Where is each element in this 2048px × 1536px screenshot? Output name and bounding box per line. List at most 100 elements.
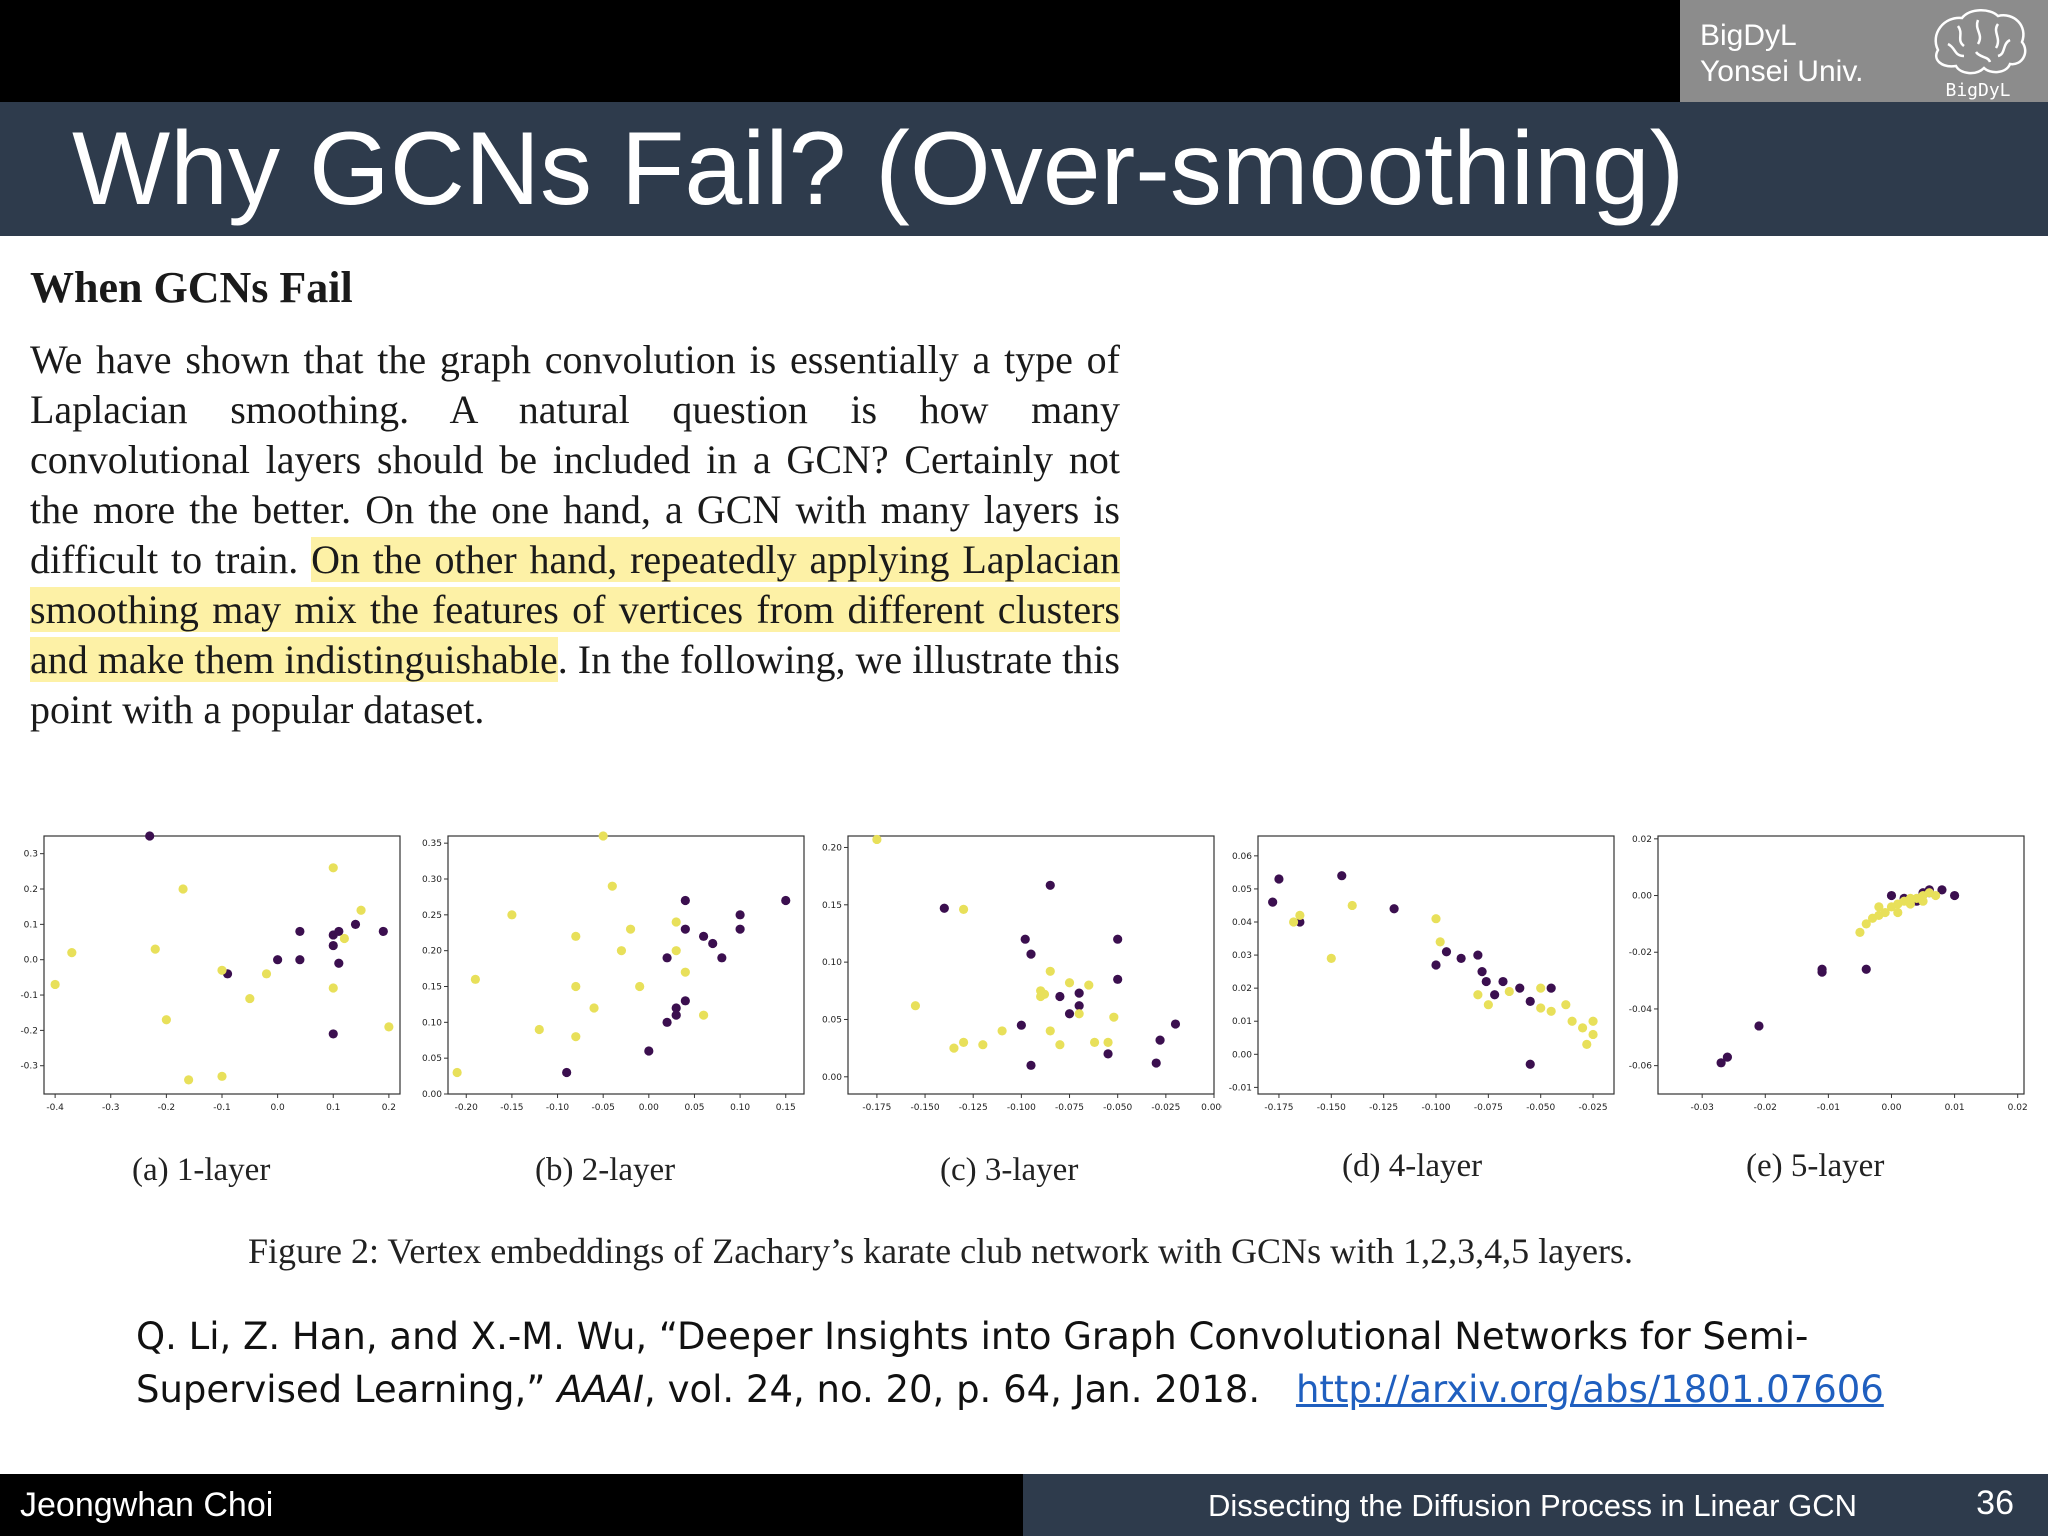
arxiv-link[interactable]: http://arxiv.org/abs/1801.07606 [1295, 1368, 1884, 1411]
point-class-b [1109, 1012, 1119, 1022]
point-class-a [1337, 871, 1347, 881]
point-class-b [910, 1001, 921, 1011]
x-tick-label: -0.02 [1754, 1103, 1777, 1113]
x-tick-label: -0.100 [1421, 1103, 1450, 1113]
scatter-plot-5-layer: -0.03 -0.02 -0.01 0.00 0.01 0.02 0.02 0.00 -0.02… [1629, 835, 2028, 1113]
point-class-b [1326, 953, 1336, 963]
point-class-a [1498, 976, 1508, 987]
point-class-a [662, 1017, 672, 1027]
point-class-a [1151, 1058, 1161, 1068]
point-class-b [698, 1010, 709, 1020]
point-class-a [334, 926, 344, 937]
lab-line-2: Yonsei Univ. [1700, 55, 1864, 88]
point-class-b [150, 944, 160, 954]
citation-text: Q. Li, Z. Han, and X.-M. Wu, “Deeper Ins… [136, 1315, 1809, 1411]
point-class-b [161, 1015, 171, 1025]
point-class-a [1074, 1001, 1084, 1011]
point-class-a [680, 924, 690, 934]
point-class-a [378, 926, 388, 937]
point-class-a [1456, 953, 1466, 963]
point-class-a [1020, 934, 1030, 944]
point-class-b [978, 1040, 988, 1050]
point-class-b [178, 884, 188, 894]
lab-badge: BigDyL Yonsei Univ. BigDyL [1680, 0, 2048, 102]
point-class-a [735, 910, 745, 920]
point-class-a [1817, 964, 1827, 974]
subcaption-e: (e) 5-layer [1746, 1148, 1885, 1184]
point-class-b [1045, 1026, 1055, 1036]
point-class-b [571, 1032, 581, 1042]
point-class-a [1490, 990, 1500, 1000]
point-class-a [1016, 1020, 1026, 1030]
y-tick-label: -0.04 [1629, 1005, 1653, 1015]
x-tick-label: -0.175 [1264, 1103, 1293, 1113]
point-class-b [997, 1026, 1007, 1036]
point-class-a [145, 831, 155, 841]
figure-caption: Figure 2: Vertex embeddings of Zachary’s… [248, 1231, 1634, 1271]
y-tick-label: 0.04 [1232, 918, 1252, 928]
x-tick-label: -0.15 [500, 1103, 523, 1113]
point-class-b [872, 834, 882, 845]
point-class-a [350, 919, 361, 929]
point-class-b [1483, 1000, 1493, 1010]
point-class-a [273, 955, 283, 965]
y-tick-label: 0.03 [1232, 951, 1252, 961]
point-class-a [662, 953, 672, 963]
y-tick-label: 0.05 [422, 1054, 442, 1064]
y-tick-label: 0.0 [24, 956, 39, 966]
y-tick-label: -0.02 [1629, 948, 1652, 958]
x-tick-label: 0.000 [1201, 1103, 1222, 1113]
point-class-b [949, 1043, 959, 1053]
point-class-a [1074, 988, 1084, 998]
point-class-b [680, 967, 690, 977]
y-tick-label: 0.10 [822, 958, 842, 968]
page-number: 36 [1976, 1484, 2014, 1522]
point-class-b [328, 863, 338, 873]
point-class-b [1473, 990, 1483, 1000]
point-class-a [698, 931, 709, 941]
y-tick-label: -0.2 [20, 1026, 38, 1036]
point-class-b [1036, 991, 1046, 1002]
x-tick-label: 0.00 [1881, 1103, 1901, 1113]
point-class-b [1295, 910, 1305, 920]
scatter-plot-4-layer: -0.175 -0.150 -0.125 -0.100 -0.075 -0.050 -0.0… [1229, 835, 1615, 1113]
x-tick-label: 0.15 [776, 1103, 796, 1113]
point-class-a [1716, 1058, 1726, 1068]
point-class-a [1515, 983, 1525, 993]
x-tick-label: 0.0 [270, 1103, 285, 1113]
x-tick-label: -0.10 [546, 1103, 570, 1113]
point-class-b [452, 1067, 462, 1078]
y-tick-label: 0.2 [24, 885, 38, 895]
point-class-b [1084, 980, 1094, 990]
x-tick-label: 0.10 [730, 1103, 750, 1113]
x-tick-label: -0.175 [862, 1103, 891, 1113]
point-class-b [1045, 966, 1055, 976]
point-class-b [571, 981, 581, 992]
point-class-b [67, 948, 77, 958]
point-class-b [625, 924, 636, 934]
y-tick-label: 0.02 [1632, 835, 1652, 845]
x-tick-label: -0.1 [213, 1103, 231, 1113]
point-class-b [571, 931, 581, 941]
point-class-b [1561, 1000, 1571, 1010]
point-class-a [1473, 950, 1483, 960]
point-class-a [939, 903, 949, 913]
plot-frame [847, 835, 1215, 1095]
x-tick-label: -0.025 [1579, 1103, 1608, 1113]
x-tick-label: 0.2 [382, 1103, 396, 1113]
point-class-b [1855, 927, 1865, 937]
top-bar: BigDyL Yonsei Univ. BigDyL [0, 0, 2048, 102]
point-class-a [1064, 1009, 1075, 1019]
point-class-b [589, 1003, 599, 1013]
y-tick-label: -0.3 [20, 1062, 38, 1072]
x-tick-label: -0.3 [102, 1103, 120, 1113]
point-class-a [1525, 996, 1535, 1006]
point-class-b [1089, 1037, 1100, 1047]
point-class-a [671, 1003, 681, 1013]
excerpt-heading: When GCNs Fail [30, 263, 353, 312]
subcaption-c: (c) 3-layer [940, 1152, 1079, 1188]
point-class-b [356, 905, 366, 915]
point-class-a [1026, 1060, 1036, 1070]
point-class-a [562, 1067, 572, 1078]
point-class-b [184, 1075, 194, 1085]
